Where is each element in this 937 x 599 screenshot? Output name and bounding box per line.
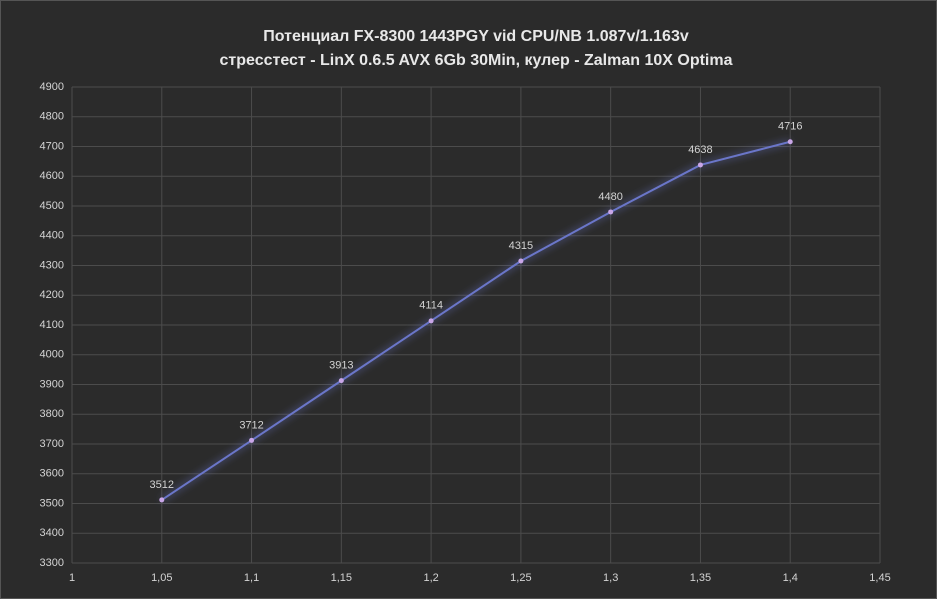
x-tick-label: 1,35 [690, 572, 711, 584]
x-tick-label: 1,45 [869, 572, 890, 584]
x-tick-label: 1,3 [603, 572, 618, 584]
data-label: 4114 [419, 300, 443, 312]
x-tick-label: 1,05 [151, 572, 172, 584]
x-tick-label: 1,25 [510, 572, 531, 584]
point [249, 437, 255, 443]
y-tick-label: 3300 [40, 557, 64, 569]
y-tick-label: 4600 [40, 170, 64, 182]
x-tick-label: 1,15 [331, 572, 352, 584]
y-tick-label: 3700 [40, 438, 64, 450]
data-label: 4638 [688, 144, 712, 156]
y-tick-label: 4400 [40, 230, 64, 242]
y-tick-label: 4900 [40, 81, 64, 93]
point [338, 378, 344, 384]
y-tick-label: 4700 [40, 140, 64, 152]
y-tick-label: 3900 [40, 378, 64, 390]
point [518, 258, 524, 264]
chart-title: Потенциал FX-8300 1443PGY vid CPU/NB 1.0… [263, 28, 689, 45]
data-label: 3512 [150, 479, 174, 491]
y-tick-label: 4200 [40, 289, 64, 301]
point [428, 318, 434, 324]
data-label: 4716 [778, 121, 802, 133]
data-label: 3913 [329, 360, 353, 372]
y-tick-label: 3400 [40, 527, 64, 539]
y-tick-label: 3800 [40, 408, 64, 420]
x-tick-label: 1 [69, 572, 75, 584]
y-tick-label: 4800 [40, 111, 64, 123]
y-tick-label: 4300 [40, 259, 64, 271]
y-tick-label: 3500 [40, 497, 64, 509]
data-label: 3712 [239, 419, 263, 431]
x-tick-label: 1,4 [783, 572, 798, 584]
line [161, 140, 791, 501]
y-tick-label: 4500 [40, 200, 64, 212]
y-tick-label: 4100 [40, 319, 64, 331]
point [159, 497, 165, 503]
data-label: 4315 [509, 240, 533, 252]
point [608, 209, 614, 215]
chart-subtitle: стресстест - LinX 0.6.5 AVX 6Gb 30Min, к… [220, 52, 733, 69]
x-tick-label: 1,2 [423, 572, 438, 584]
point [697, 162, 703, 168]
x-tick-label: 1,1 [244, 572, 259, 584]
data-label: 4480 [598, 191, 622, 203]
point [787, 139, 793, 145]
y-tick-label: 4000 [40, 349, 64, 361]
y-tick-label: 3600 [40, 468, 64, 480]
